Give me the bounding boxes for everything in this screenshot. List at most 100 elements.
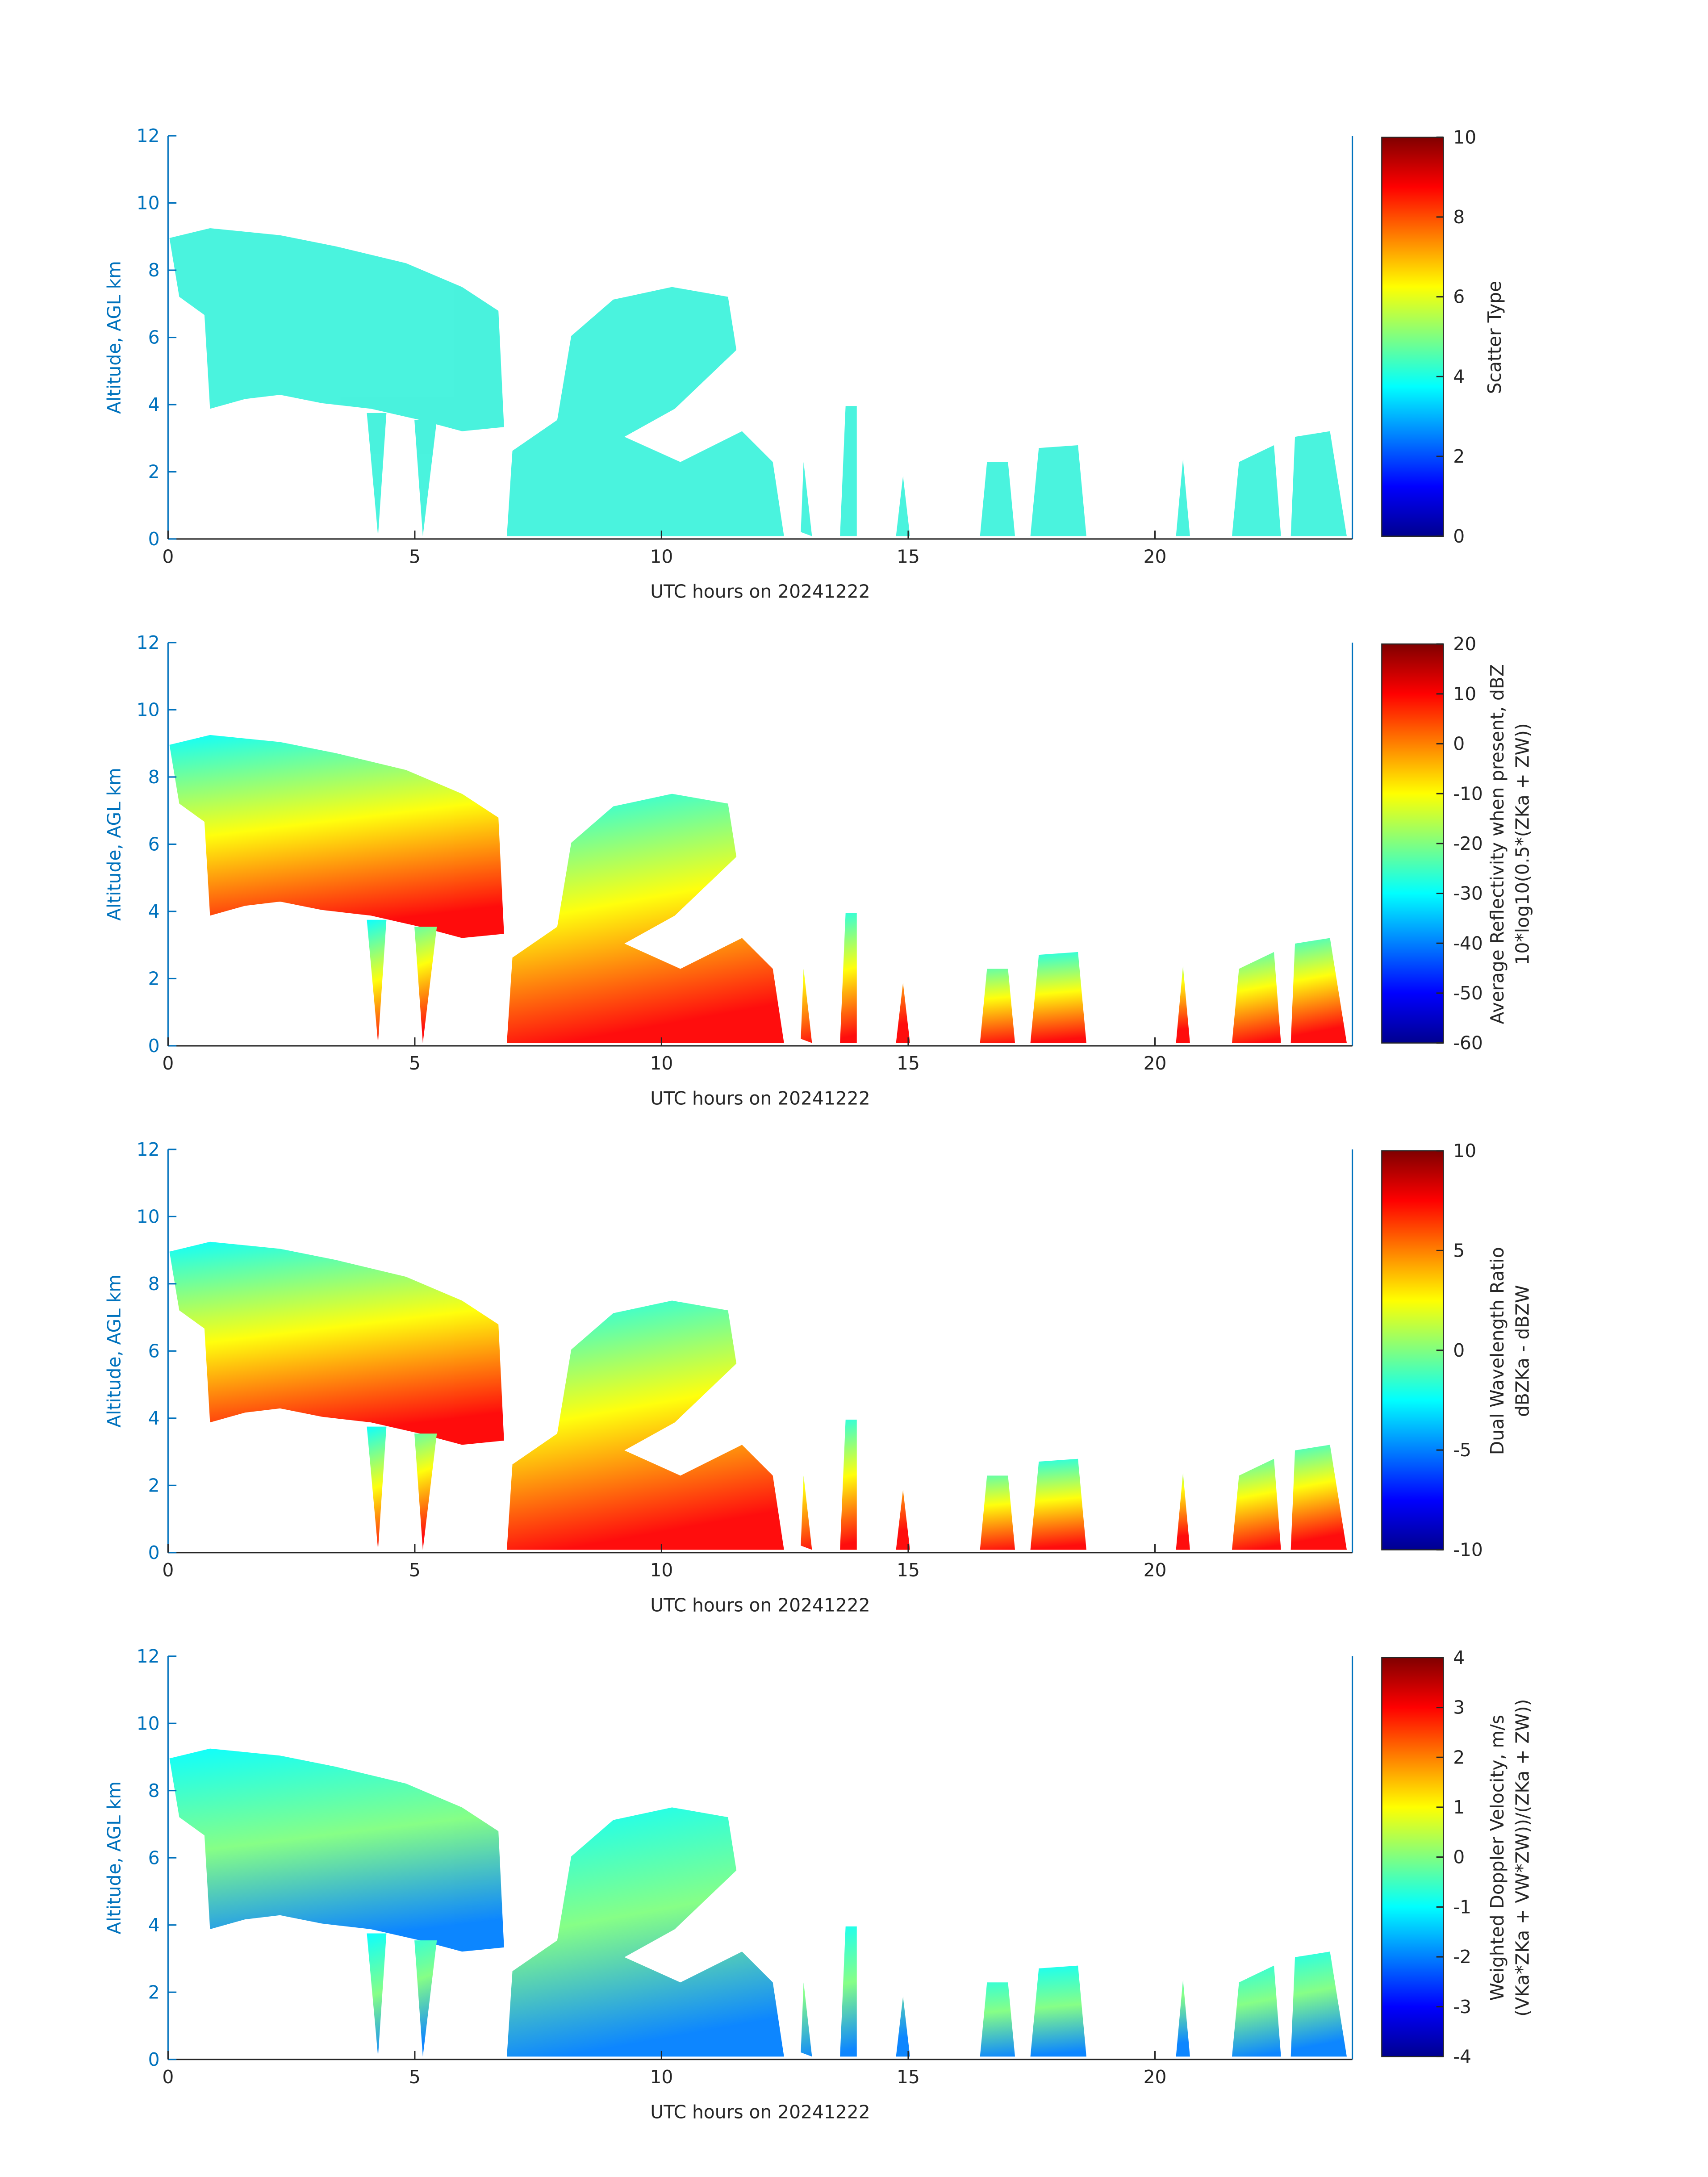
x-tick-label: 5 <box>409 546 421 567</box>
x-axis-label: UTC hours on 20241222 <box>650 1088 870 1109</box>
colorbar-tick-label: -40 <box>1453 932 1483 954</box>
colorbar-tick-label: 4 <box>1453 1647 1465 1668</box>
x-tick-label: 20 <box>1144 1053 1167 1074</box>
y-tick-label: 8 <box>148 1780 160 1801</box>
colorbar-tick-label: 5 <box>1453 1240 1465 1261</box>
y-tick-label: 0 <box>148 1542 160 1563</box>
x-tick-label: 10 <box>650 1559 673 1581</box>
x-tick-label: 15 <box>897 1053 920 1074</box>
y-tick-label: 12 <box>137 1646 160 1667</box>
y-tick-label: 6 <box>148 834 160 855</box>
colorbar-tick-label: -50 <box>1453 982 1483 1004</box>
colorbar-tick-label: -10 <box>1453 1539 1483 1561</box>
y-tick-label: 4 <box>148 901 160 922</box>
colorbar-tick-label: -4 <box>1453 2046 1471 2067</box>
x-tick-label: 5 <box>409 2066 421 2088</box>
y-tick-label: 6 <box>148 1340 160 1362</box>
y-tick-label: 8 <box>148 1273 160 1295</box>
colorbar-label: Average Reflectivity when present, dBZ <box>1487 664 1508 1024</box>
colorbar-tick-label: -3 <box>1453 1996 1471 2018</box>
y-tick-label: 8 <box>148 259 160 281</box>
x-tick-label: 20 <box>1144 546 1167 567</box>
colorbar-tick-label: 8 <box>1453 206 1465 228</box>
x-axis-label: UTC hours on 20241222 <box>650 2101 870 2123</box>
x-tick-label: 5 <box>409 1559 421 1581</box>
colorbar-label: dBZKa - dBZW <box>1512 1285 1533 1417</box>
colorbar-tick-label: 20 <box>1453 633 1476 655</box>
x-tick-label: 10 <box>650 546 673 567</box>
y-tick-label: 8 <box>148 766 160 788</box>
colorbar-tick-label: 0 <box>1453 1340 1465 1361</box>
y-tick-label: 2 <box>148 1981 160 2003</box>
colorbar-tick-label: 2 <box>1453 1747 1465 1768</box>
colorbar-tick-label: 1 <box>1453 1797 1465 1818</box>
y-tick-label: 10 <box>137 192 160 214</box>
colorbar <box>1381 1150 1444 1550</box>
y-tick-label: 0 <box>148 2049 160 2070</box>
x-tick-label: 15 <box>897 2066 920 2088</box>
cloud-field <box>169 735 1347 1043</box>
colorbar-tick-label: -60 <box>1453 1032 1483 1054</box>
colorbar-tick-label: 0 <box>1453 526 1465 547</box>
x-axis-label: UTC hours on 20241222 <box>650 581 870 602</box>
colorbar-label: Weighted Doppler Velocity, m/s <box>1487 1715 1508 2001</box>
y-tick-label: 12 <box>137 1139 160 1160</box>
x-tick-label: 15 <box>897 1559 920 1581</box>
x-tick-label: 20 <box>1144 1559 1167 1581</box>
y-tick-label: 2 <box>148 461 160 483</box>
cloud-field <box>169 228 1347 536</box>
y-tick-label: 2 <box>148 968 160 990</box>
colorbar-tick-label: 6 <box>1453 286 1465 308</box>
x-tick-label: 0 <box>162 1053 174 1074</box>
colorbar-tick-label: 3 <box>1453 1697 1465 1718</box>
x-tick-label: 0 <box>162 546 174 567</box>
x-tick-label: 15 <box>897 546 920 567</box>
y-axis-label: Altitude, AGL km <box>104 261 125 414</box>
y-tick-label: 0 <box>148 528 160 550</box>
colorbar <box>1381 643 1444 1044</box>
y-tick-label: 10 <box>137 699 160 721</box>
colorbar-tick-label: -1 <box>1453 1896 1471 1918</box>
colorbar-tick-label: -2 <box>1453 1946 1471 1968</box>
y-tick-label: 10 <box>137 1713 160 1734</box>
colorbar-tick-label: -10 <box>1453 783 1483 804</box>
colorbar-tick-label: 10 <box>1453 683 1476 705</box>
y-tick-label: 12 <box>137 632 160 653</box>
y-tick-label: 6 <box>148 327 160 348</box>
colorbar-tick-label: 4 <box>1453 366 1465 387</box>
x-tick-label: 5 <box>409 1053 421 1074</box>
colorbar-tick-label: 2 <box>1453 446 1465 467</box>
colorbar-label: Scatter Type <box>1484 281 1505 394</box>
y-tick-label: 0 <box>148 1035 160 1057</box>
colorbar-tick-label: 10 <box>1453 126 1476 148</box>
colorbar <box>1381 136 1444 537</box>
x-tick-label: 20 <box>1144 2066 1167 2088</box>
y-axis-label: Altitude, AGL km <box>104 1781 125 1935</box>
y-tick-label: 2 <box>148 1475 160 1496</box>
colorbar-tick-label: 0 <box>1453 1847 1465 1868</box>
colorbar-tick-label: 10 <box>1453 1140 1476 1162</box>
colorbar-label: Dual Wavelength Ratio <box>1487 1247 1508 1455</box>
x-axis-label: UTC hours on 20241222 <box>650 1594 870 1616</box>
x-tick-label: 10 <box>650 2066 673 2088</box>
colorbar-tick-label: -20 <box>1453 833 1483 854</box>
colorbar-label: (VKa*ZKa + VW*ZW))/(ZKa + ZW)) <box>1512 1699 1533 2017</box>
colorbar <box>1381 1657 1444 2057</box>
colorbar-tick-label: -5 <box>1453 1439 1471 1461</box>
y-tick-label: 4 <box>148 1408 160 1429</box>
x-tick-label: 0 <box>162 1559 174 1581</box>
y-tick-label: 4 <box>148 1914 160 1936</box>
y-tick-label: 10 <box>137 1206 160 1227</box>
cloud-field <box>169 1241 1347 1550</box>
y-axis-label: Altitude, AGL km <box>104 768 125 921</box>
colorbar-tick-label: -30 <box>1453 883 1483 904</box>
x-tick-label: 10 <box>650 1053 673 1074</box>
y-tick-label: 6 <box>148 1847 160 1868</box>
y-tick-label: 12 <box>137 125 160 146</box>
y-tick-label: 4 <box>148 394 160 415</box>
colorbar-label: 10*log10(0.5*(ZKa + ZW)) <box>1512 723 1533 965</box>
colorbar-tick-label: 0 <box>1453 733 1465 755</box>
y-axis-label: Altitude, AGL km <box>104 1274 125 1428</box>
